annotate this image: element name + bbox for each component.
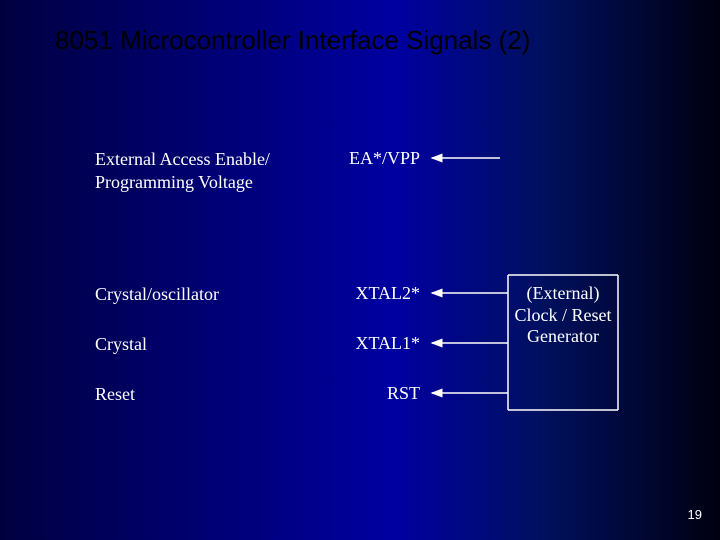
signal-pin: EA*/VPP [349, 148, 420, 169]
block-line: Generator [527, 326, 599, 346]
signal-desc: External Access Enable/ Programming Volt… [95, 148, 270, 193]
page-number: 19 [688, 507, 702, 522]
signal-pin: XTAL2* [355, 283, 420, 304]
external-block-label: (External) Clock / Reset Generator [508, 283, 618, 348]
signal-desc: Reset [95, 383, 135, 406]
block-line: Clock / Reset [515, 305, 612, 325]
signal-desc-line: Programming Voltage [95, 172, 253, 192]
signal-pin: XTAL1* [355, 333, 420, 354]
signal-desc: Crystal [95, 333, 147, 356]
diagram-lines [0, 0, 720, 540]
signal-desc-line: External Access Enable/ [95, 149, 270, 169]
slide-title: 8051 Microcontroller Interface Signals (… [55, 25, 530, 56]
signal-pin: RST [387, 383, 420, 404]
block-line: (External) [527, 283, 600, 303]
signal-desc: Crystal/oscillator [95, 283, 219, 306]
